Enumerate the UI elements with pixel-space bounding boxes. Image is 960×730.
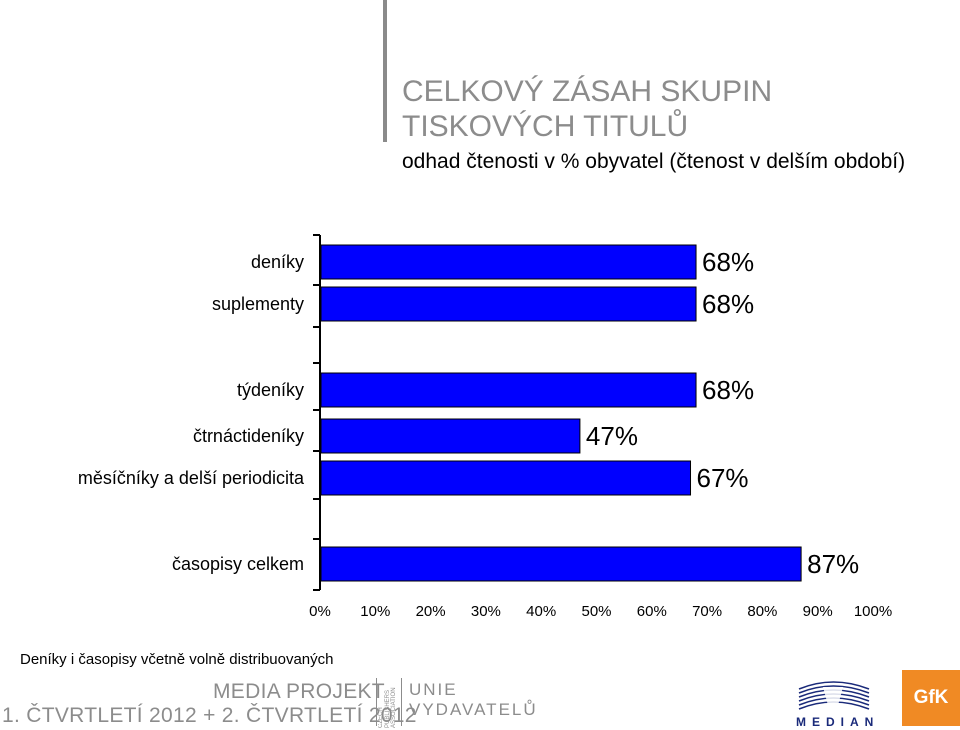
x-tick-label: 10% [360, 603, 390, 620]
bar [320, 372, 697, 408]
data-label: 68% [702, 375, 754, 405]
bar [320, 244, 697, 280]
data-label: 67% [697, 463, 749, 493]
x-tick-label: 20% [416, 603, 446, 620]
unie-vydavatelu-logo: UNIE VYDAVATELŮ [409, 680, 538, 720]
category-label: týdeníky [237, 380, 304, 400]
bar-chart: deníky 68% suplementy 68% týdeníky 68% čtrnáct… [78, 234, 892, 620]
data-label: 68% [702, 247, 754, 277]
category-label: suplementy [212, 294, 304, 314]
axis-layer [313, 234, 321, 591]
footer-divider [401, 678, 402, 726]
category-label: čtrnáctideníky [193, 426, 304, 446]
category-label: měsíčníky a delší periodicita [78, 468, 305, 488]
x-tick-label: 100% [854, 603, 892, 620]
x-tick-label: 80% [747, 603, 777, 620]
data-label: 68% [702, 289, 754, 319]
gfk-logo: GfK [902, 670, 960, 726]
page-subtitle: odhad čtenosti v % obyvatel (čtenost v d… [402, 150, 906, 173]
period-label: 1. ČTVRTLETÍ 2012 + 2. ČTVRTLETÍ 2012 [2, 704, 417, 727]
title-line-1: CELKOVÝ ZÁSAH SKUPIN [402, 75, 773, 108]
bar [320, 418, 581, 454]
cpa-line-3: ASSOCIATION [391, 687, 397, 728]
data-label: 87% [807, 549, 859, 579]
x-tick-label: 60% [637, 603, 667, 620]
x-tick-label: 0% [309, 603, 331, 620]
x-tick-label: 40% [526, 603, 556, 620]
x-tick-label: 30% [471, 603, 501, 620]
bar [320, 546, 802, 582]
media-projekt-label: MEDIA PROJEKT [213, 680, 385, 703]
cpa-logo: CZECH PUBLISHERS ASSOCIATION [378, 676, 400, 728]
category-label: deníky [251, 252, 304, 272]
labels-layer: deníky 68% suplementy 68% týdeníky 68% čtrnáct… [78, 247, 892, 620]
footer-divider [376, 678, 377, 726]
page-title: CELKOVÝ ZÁSAH SKUPIN TISKOVÝCH TITULŮ [402, 74, 772, 144]
bars-layer [320, 244, 802, 582]
title-line-2: TISKOVÝCH TITULŮ [402, 110, 689, 143]
unie-line-1: UNIE [409, 680, 458, 699]
data-label: 47% [586, 421, 638, 451]
x-tick-label: 50% [581, 603, 611, 620]
x-tick-label: 70% [692, 603, 722, 620]
title-accent-line [383, 0, 387, 142]
bar [320, 286, 697, 322]
unie-line-2: VYDAVATELŮ [409, 700, 538, 719]
bar [320, 460, 692, 496]
footnote: Deníky i časopisy včetně volně distribuo… [20, 651, 334, 668]
x-tick-label: 90% [803, 603, 833, 620]
category-label: časopisy celkem [172, 554, 304, 574]
median-wordmark: MEDIAN [796, 715, 880, 729]
median-logo-icon [798, 681, 870, 710]
